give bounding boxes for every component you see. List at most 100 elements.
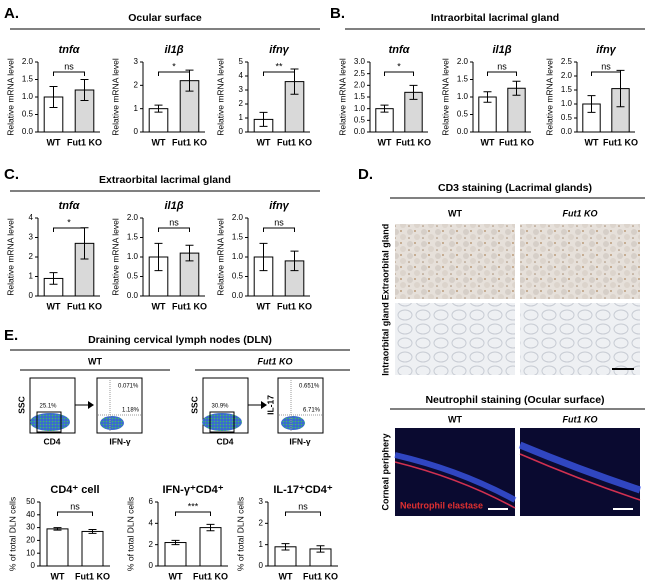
y-tick-label: 0.0	[22, 127, 34, 136]
column-label: Fut1 KO	[563, 414, 598, 424]
x-tick-label: WT	[169, 571, 183, 581]
x-tick-label: WT	[585, 137, 599, 147]
error-bar	[409, 84, 418, 100]
error-bar	[512, 80, 521, 96]
error-bar	[206, 523, 215, 532]
y-tick-label: 3	[29, 233, 34, 242]
y-tick-label: 3	[239, 85, 244, 94]
y-axis-label: Relative mRNA level	[215, 218, 225, 296]
x-tick-label: Fut1 KO	[396, 137, 431, 147]
y-axis-label: Relative mRNA level	[440, 58, 450, 136]
column-label: WT	[448, 414, 462, 424]
error-bar	[281, 543, 290, 551]
x-tick-label: WT	[47, 137, 61, 147]
y-axis-label: Relative mRNA level	[110, 58, 120, 136]
y-tick-label: 1.0	[354, 104, 366, 113]
axis-label: IFN-γ	[109, 436, 131, 446]
arrow-head	[88, 401, 94, 409]
y-tick-label: 1.5	[457, 75, 469, 84]
cell-cloud	[281, 416, 305, 430]
y-axis-label: Relative mRNA level	[337, 58, 347, 136]
error-bar	[53, 527, 62, 531]
error-bar	[616, 69, 625, 108]
row-label: Intraorbital gland	[380, 302, 390, 376]
significance-bracket	[53, 227, 85, 232]
error-bar	[259, 111, 268, 127]
significance: ns	[70, 501, 80, 511]
error-bar	[483, 91, 492, 103]
error-bar	[154, 242, 163, 272]
y-axis-label: Relative mRNA level	[5, 218, 15, 296]
flow-plot: 25.1% SSC CD4 0.071% 1.18% IFN-γ	[16, 377, 143, 446]
x-tick-label: WT	[257, 137, 271, 147]
x-tick-label: WT	[152, 137, 166, 147]
y-tick-label: 4	[239, 71, 244, 80]
y-tick-label: 2.0	[22, 57, 34, 66]
significance: *	[67, 217, 71, 227]
x-tick-label: WT	[47, 301, 61, 311]
y-tick-label: 2	[259, 518, 264, 527]
y-tick-label: 1.0	[127, 252, 139, 261]
y-tick-label: 0.5	[561, 113, 573, 122]
y-tick-label: 0.5	[354, 115, 366, 124]
y-tick-label: 0	[149, 561, 154, 570]
y-tick-label: 0.0	[127, 291, 139, 300]
y-tick-label: 1.5	[22, 75, 34, 84]
x-tick-label: Fut1 KO	[172, 137, 207, 147]
cell-cloud	[30, 413, 70, 431]
error-bar	[49, 86, 58, 108]
axis-label: CD4	[43, 436, 60, 446]
cell-cloud	[202, 413, 242, 431]
axis-label: CD4	[216, 436, 233, 446]
y-tick-label: 0.0	[561, 127, 573, 136]
y-tick-label: 2.5	[354, 69, 366, 78]
y-tick-label: 2.0	[232, 213, 244, 222]
x-tick-label: WT	[481, 137, 495, 147]
y-tick-label: 0.5	[22, 110, 34, 119]
y-tick-label: 30	[26, 523, 35, 532]
x-tick-label: WT	[51, 571, 65, 581]
error-bar	[185, 244, 194, 262]
y-tick-label: 0.5	[232, 272, 244, 281]
x-tick-label: WT	[279, 571, 293, 581]
y-tick-label: 1.0	[22, 92, 34, 101]
significance-bracket	[53, 71, 85, 76]
y-axis-label: Relative mRNA level	[110, 218, 120, 296]
x-tick-label: Fut1 KO	[277, 301, 312, 311]
significance: *	[172, 61, 176, 71]
y-tick-label: 2.0	[127, 213, 139, 222]
micrograph	[395, 224, 515, 299]
flow-plot: 30.9% SSC CD4 0.651% 6.71% IL-17 IFN-γ	[189, 377, 324, 446]
error-bar	[380, 104, 389, 113]
bar	[164, 542, 187, 567]
y-tick-label: 1.5	[354, 92, 366, 101]
y-tick-label: 10	[26, 548, 35, 557]
y-tick-label: 1.0	[561, 99, 573, 108]
significance: ns	[497, 61, 507, 71]
chart-title: tnfα	[389, 44, 411, 56]
x-tick-label: Fut1 KO	[303, 571, 338, 581]
x-tick-label: Fut1 KO	[499, 137, 534, 147]
x-tick-label: WT	[378, 137, 392, 147]
y-tick-label: 5	[239, 57, 244, 66]
x-tick-label: Fut1 KO	[67, 301, 102, 311]
y-tick-label: 3	[259, 497, 264, 506]
quadrant-percent: 1.18%	[122, 408, 140, 414]
y-axis-label: Relative mRNA level	[215, 58, 225, 136]
significance-bracket	[263, 227, 295, 232]
tissue-layer	[519, 453, 641, 501]
y-tick-label: 2.0	[561, 71, 573, 80]
y-tick-label: 0.0	[232, 291, 244, 300]
chart-title: IFN-γ⁺CD4⁺	[162, 484, 223, 496]
error-bar	[290, 250, 299, 272]
y-tick-label: 2	[134, 80, 139, 89]
cell-cloud	[100, 416, 124, 430]
group-label: WT	[88, 356, 102, 366]
error-bar	[316, 545, 325, 553]
significance-bracket	[57, 511, 93, 516]
gate-percent: 25.1%	[39, 404, 57, 410]
panel-header: Draining cervical lymph nodes (DLN)	[88, 334, 272, 346]
y-tick-label: 4	[149, 518, 154, 527]
significance: ***	[188, 501, 199, 511]
